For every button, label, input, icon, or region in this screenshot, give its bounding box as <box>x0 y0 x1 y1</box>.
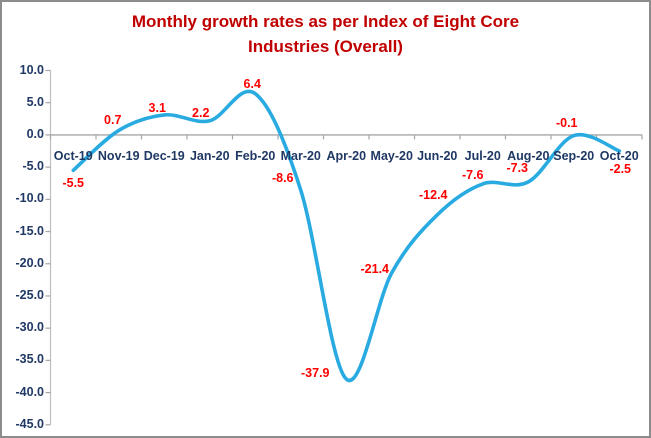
chart-title: Monthly growth rates as per Index of Eig… <box>131 12 520 56</box>
series-line <box>71 89 622 383</box>
chart-title-wrap: Monthly growth rates as per Index of Eig… <box>2 9 649 59</box>
